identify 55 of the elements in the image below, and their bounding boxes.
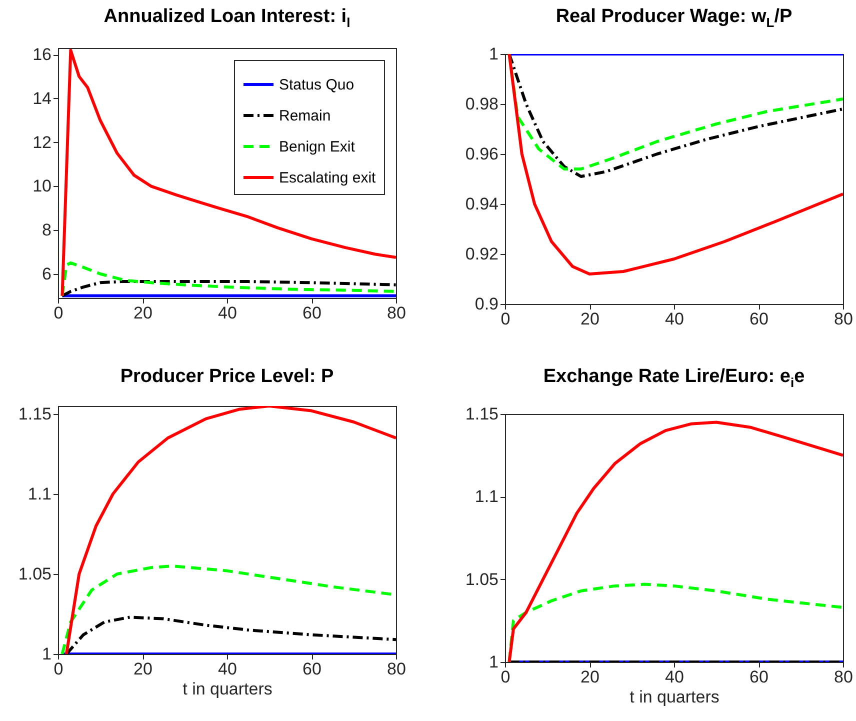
- y-tick-label: 1.05: [464, 570, 498, 589]
- x-tick-label: 80: [386, 660, 406, 678]
- y-tick-label: 1.05: [18, 564, 51, 584]
- legend-label: Benign Exit: [278, 138, 356, 156]
- x-tick-label: 0: [500, 668, 510, 686]
- x-tick-label: 20: [133, 304, 152, 322]
- legend-label: Remain: [278, 108, 330, 124]
- y-tick-label: 0.98: [464, 94, 498, 114]
- y-tick-label: 0.96: [464, 144, 498, 164]
- x-tick-label: 80: [834, 310, 852, 328]
- y-tick-label: 0.92: [464, 244, 498, 264]
- line-series: [507, 420, 842, 662]
- x-tick-label: 40: [218, 304, 236, 322]
- x-axis-title: t in quarters: [182, 680, 272, 698]
- y-tick-label: 12: [32, 132, 51, 152]
- y-tick-label: 1.15: [464, 404, 498, 424]
- y-tick-label: 1: [42, 644, 51, 664]
- x-tick-label: 20: [580, 310, 599, 328]
- y-tick-label: 1.1: [27, 484, 51, 504]
- legend-label: Status Quo: [278, 76, 354, 94]
- line-series: [507, 54, 842, 276]
- x-tick-label: 40: [664, 668, 684, 686]
- y-tick-label: 0.9: [474, 294, 498, 314]
- x-tick-label: 0: [53, 304, 63, 322]
- x-tick-label: 60: [302, 304, 321, 322]
- y-tick-label: 1.1: [474, 487, 498, 506]
- line-series: [60, 280, 396, 298]
- chart-title: Real Producer Wage: w$_{L}$/P: [554, 6, 794, 30]
- x-tick-label: 0: [500, 310, 510, 328]
- x-tick-label: 20: [580, 668, 599, 686]
- x-axis-title: t in quarters: [629, 688, 719, 706]
- line-series: [60, 48, 396, 298]
- x-tick-label: 80: [834, 668, 852, 686]
- y-tick-label: 6: [42, 264, 51, 284]
- x-tick-label: 60: [302, 660, 321, 678]
- x-tick-label: 60: [749, 310, 768, 328]
- x-tick-label: 40: [664, 310, 684, 328]
- chart-title: Annualized Loan Interest: i$_{l}$: [102, 6, 352, 30]
- legend-label: Escalating exit: [278, 170, 376, 186]
- line-series: [64, 406, 396, 654]
- y-tick-label: 0.94: [464, 194, 498, 214]
- chart-title: Exchange Rate Lire/Euro: e$_{i}$e: [542, 366, 806, 390]
- y-tick-label: 8: [42, 220, 51, 240]
- x-tick-label: 0: [53, 660, 63, 678]
- y-tick-label: 1: [488, 44, 498, 64]
- y-tick-label: 10: [32, 176, 51, 196]
- y-tick-label: 1.15: [18, 404, 51, 424]
- x-tick-label: 80: [386, 304, 406, 322]
- x-tick-label: 60: [749, 668, 768, 686]
- x-tick-label: 20: [133, 660, 152, 678]
- chart-title: Producer Price Level: P: [119, 366, 335, 388]
- y-tick-label: 14: [32, 88, 51, 108]
- y-tick-label: 16: [32, 45, 51, 64]
- y-tick-label: 1: [488, 652, 498, 672]
- x-tick-label: 40: [218, 660, 236, 678]
